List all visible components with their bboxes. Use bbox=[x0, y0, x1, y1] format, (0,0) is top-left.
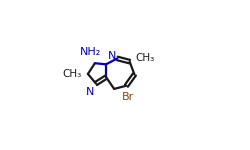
Text: Br: Br bbox=[122, 92, 134, 102]
Text: CH₃: CH₃ bbox=[62, 69, 81, 79]
Text: CH₃: CH₃ bbox=[136, 53, 155, 63]
Text: N: N bbox=[86, 87, 94, 97]
Text: NH₂: NH₂ bbox=[80, 47, 101, 57]
Text: N: N bbox=[108, 51, 116, 61]
